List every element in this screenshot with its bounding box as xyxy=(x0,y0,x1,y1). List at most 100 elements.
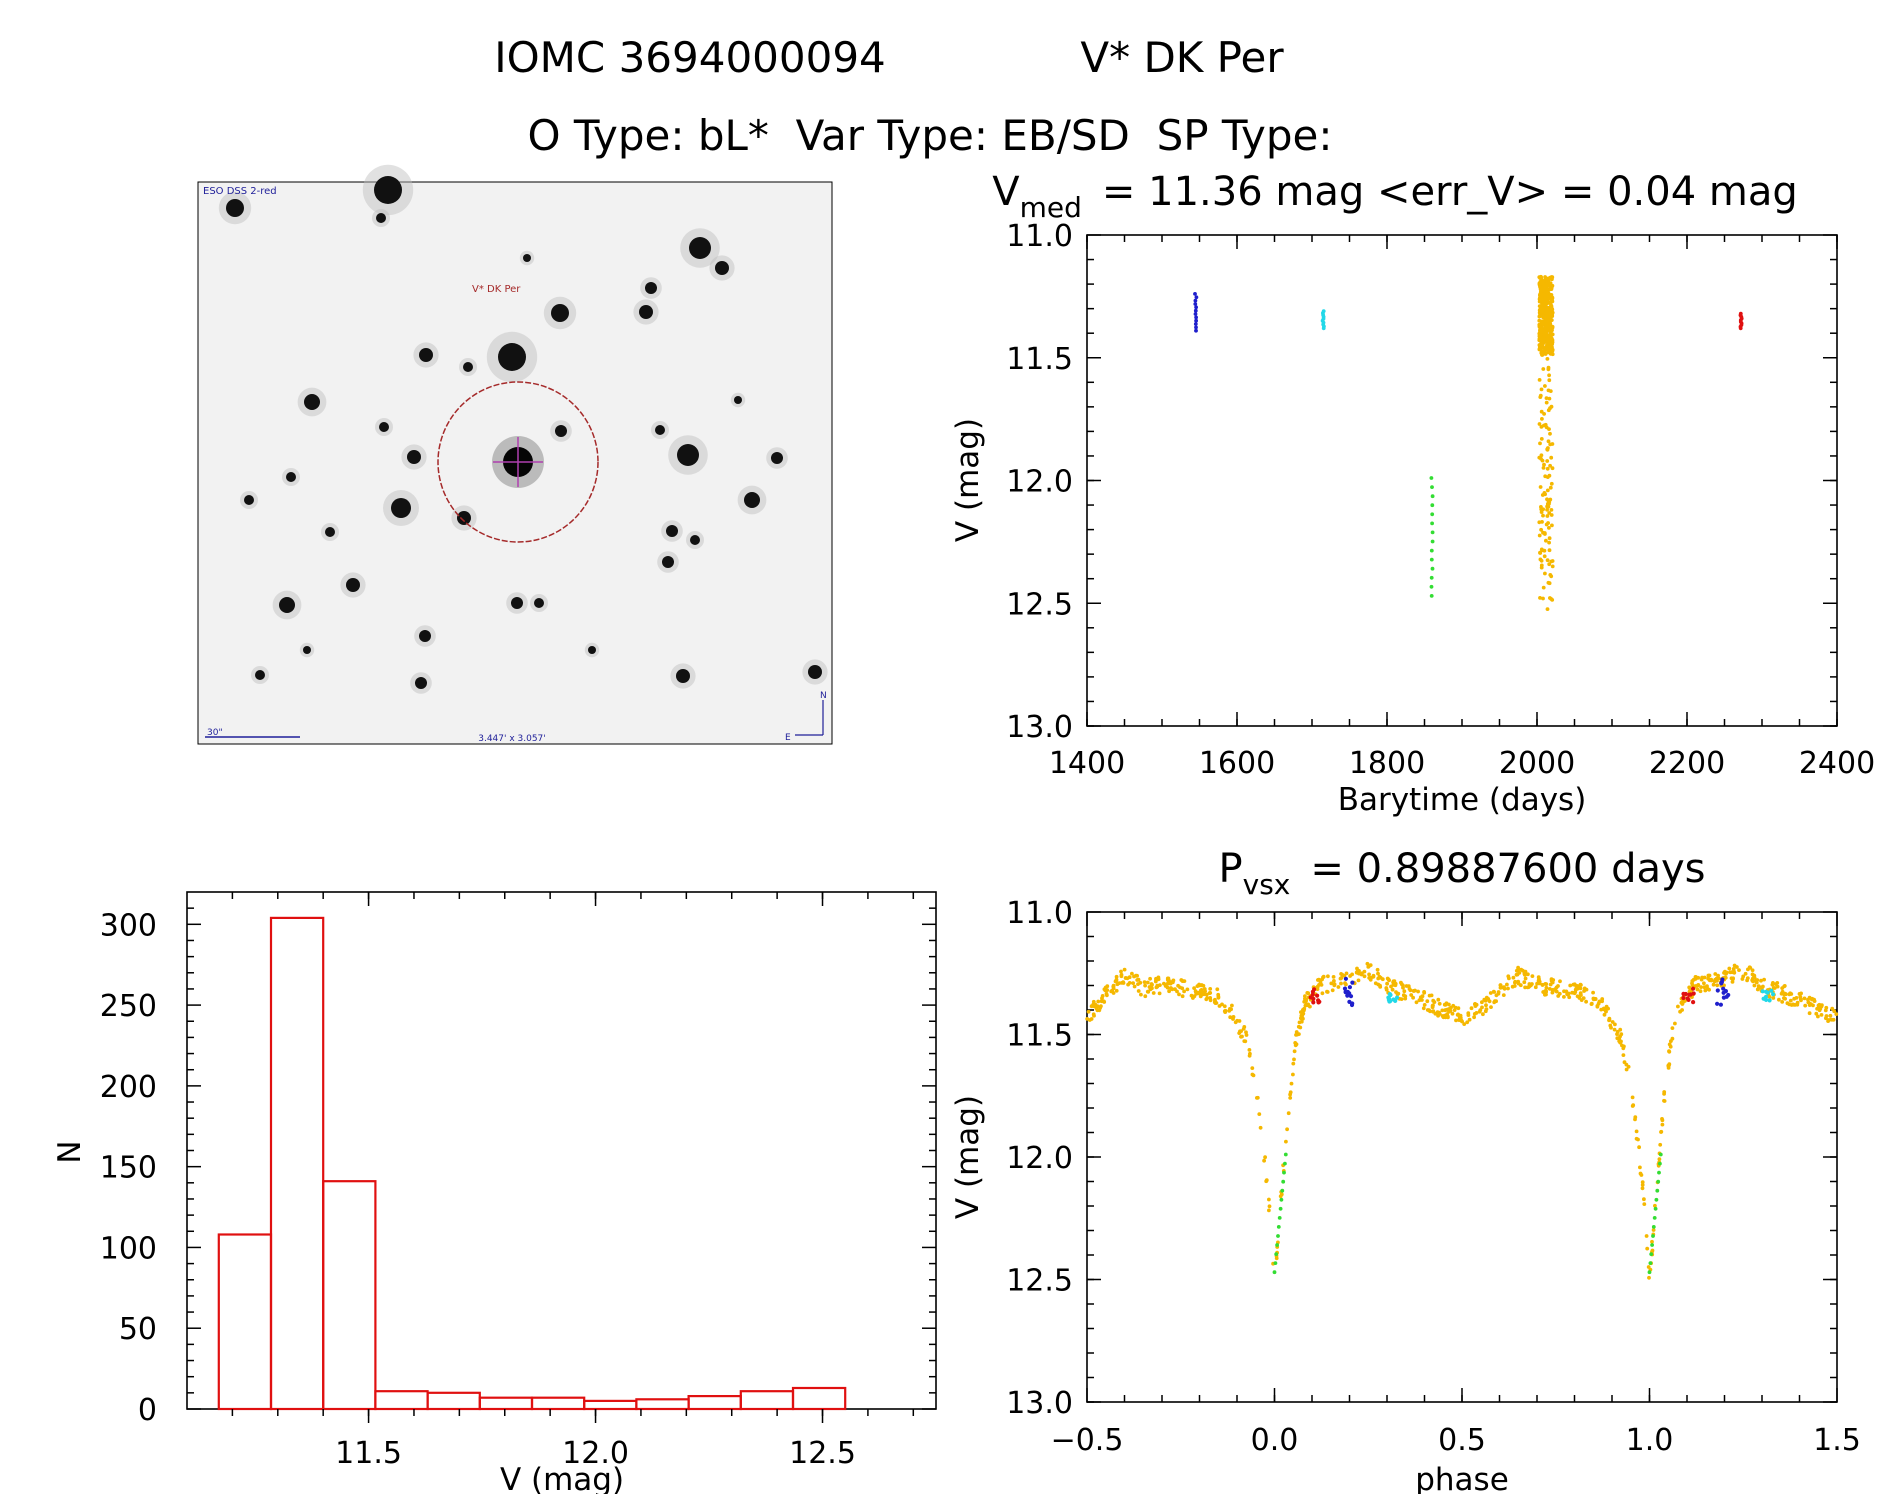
phased-point xyxy=(1329,981,1334,986)
finder-star xyxy=(677,444,699,466)
phased-title-main: P xyxy=(1219,846,1243,892)
lightcurve-point xyxy=(1545,459,1550,463)
lightcurve-point xyxy=(1547,378,1552,383)
lightcurve-point xyxy=(1541,315,1545,320)
lightcurve-point xyxy=(1539,425,1544,429)
finder-star xyxy=(325,527,335,537)
lightcurve-point xyxy=(1550,337,1554,342)
phased-point xyxy=(1830,1006,1835,1011)
phased-point xyxy=(1325,990,1330,994)
lightcurve-point xyxy=(1541,296,1546,301)
phased-point xyxy=(1199,988,1204,992)
phased-point xyxy=(1332,983,1337,988)
lightcurve-point xyxy=(1547,581,1552,586)
phased-point xyxy=(1121,980,1126,984)
lightcurve-point xyxy=(1544,538,1548,543)
lightcurve-point xyxy=(1539,507,1544,512)
lightcurve-point xyxy=(1545,277,1549,282)
phased-point-highlight xyxy=(1769,988,1774,993)
phased-point-highlight xyxy=(1715,988,1720,993)
phased-point xyxy=(1244,1030,1248,1035)
phased-point xyxy=(1732,969,1736,974)
lightcurve-point xyxy=(1193,298,1198,303)
phased-point xyxy=(1202,987,1207,991)
lightcurve-point xyxy=(1430,512,1435,517)
lightcurve-point xyxy=(1193,308,1198,313)
phased-point xyxy=(1414,1000,1419,1005)
phased-point xyxy=(1189,993,1194,998)
phased-point xyxy=(1208,996,1213,1000)
phased-point xyxy=(1288,1092,1292,1097)
phased-point-highlight xyxy=(1316,998,1321,1003)
histogram-bar xyxy=(635,1398,690,1411)
phased-point xyxy=(1494,999,1498,1004)
finder-star xyxy=(551,304,569,322)
lightcurve-point xyxy=(1538,441,1542,446)
phased-point xyxy=(1816,1003,1821,1008)
lightcurve-point xyxy=(1430,566,1435,571)
phased-xtick-label: 1.0 xyxy=(1626,1423,1674,1458)
phased-point-highlight xyxy=(1764,997,1769,1003)
phased-point xyxy=(1571,982,1576,987)
lightcurve-point xyxy=(1541,367,1546,371)
finder-star xyxy=(374,176,402,204)
phased-point xyxy=(1618,1034,1622,1039)
phased-point xyxy=(1422,990,1426,994)
phased-point xyxy=(1321,975,1325,980)
finder-star xyxy=(407,450,421,464)
lightcurve-point xyxy=(1543,384,1547,388)
finder-star xyxy=(639,305,653,319)
phased-point xyxy=(1584,999,1588,1004)
phased-ylabel: V (mag) xyxy=(950,1095,986,1219)
phased-point xyxy=(1638,1165,1642,1170)
lightcurve-point xyxy=(1430,521,1434,526)
lightcurve-point xyxy=(1538,276,1542,280)
lightcurve-point xyxy=(1550,598,1555,602)
phased-point xyxy=(1522,971,1527,976)
phased-point xyxy=(1633,1117,1637,1122)
phased-point xyxy=(1192,986,1196,990)
phased-point xyxy=(1556,984,1560,988)
lightcurve-point xyxy=(1543,422,1548,427)
phased-point xyxy=(1292,1049,1297,1054)
phased-point xyxy=(1447,1002,1451,1007)
lightcurve-point xyxy=(1541,327,1546,331)
phased-point-highlight xyxy=(1310,992,1315,997)
phased-point xyxy=(1662,1092,1666,1096)
phased-point xyxy=(1316,978,1320,982)
phased-point xyxy=(1523,985,1527,990)
phased-point-highlight xyxy=(1657,1170,1661,1175)
phased-point-highlight xyxy=(1276,1225,1281,1229)
phased-point-highlight xyxy=(1315,993,1320,998)
phased-point xyxy=(1624,1067,1629,1072)
lightcurve-point xyxy=(1541,319,1546,324)
phased-point xyxy=(1373,981,1378,986)
lightcurve-point xyxy=(1547,548,1552,553)
phased-point xyxy=(1247,1048,1252,1052)
phased-ytick-label: 11.5 xyxy=(1006,1019,1073,1054)
lightcurve-title-rest: = 11.36 mag <err_V> = 0.04 mag xyxy=(1102,169,1798,215)
phased-point xyxy=(1143,994,1148,999)
finder-star xyxy=(304,394,320,410)
phased-point xyxy=(1262,1158,1266,1163)
lightcurve-point xyxy=(1542,336,1546,341)
phased-point xyxy=(1126,982,1130,987)
phased-point-highlight xyxy=(1658,1152,1663,1157)
phased-point xyxy=(1667,1049,1671,1054)
phased-point xyxy=(1514,968,1519,973)
phased-point xyxy=(1355,969,1360,973)
finder-star xyxy=(744,492,760,508)
phased-point xyxy=(1634,1136,1639,1141)
histogram-xlabel: V (mag) xyxy=(500,1462,624,1494)
phased-point xyxy=(1637,1145,1641,1150)
phased-point xyxy=(1165,977,1170,982)
lightcurve-point xyxy=(1548,281,1553,285)
phased-point xyxy=(1728,970,1733,975)
phased-point xyxy=(1182,989,1186,994)
phased-point xyxy=(1770,982,1775,987)
phased-point-highlight xyxy=(1649,1252,1654,1256)
phased-point xyxy=(1119,972,1124,977)
finder-star xyxy=(588,646,596,654)
finder-scale-label: 30" xyxy=(207,728,223,738)
phased-point xyxy=(1644,1234,1649,1238)
